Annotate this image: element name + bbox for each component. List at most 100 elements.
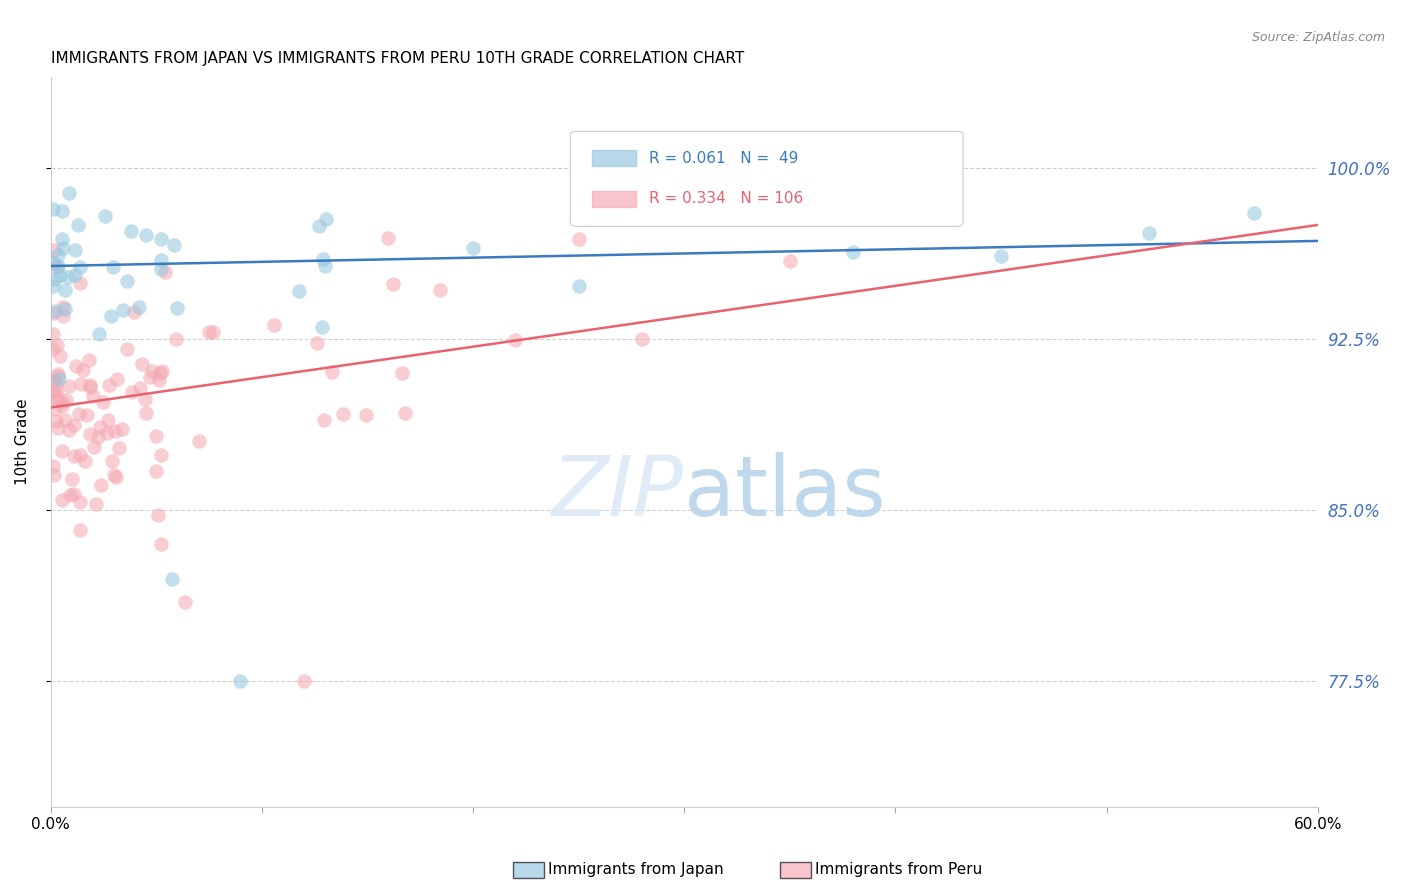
Point <box>311 319 333 334</box>
Point <box>42 375 65 389</box>
Point <box>42 255 65 269</box>
Point <box>83 440 105 454</box>
Point <box>58 186 80 200</box>
Point <box>105 469 128 483</box>
Point <box>52 300 75 314</box>
Point <box>69 524 91 538</box>
Text: R = 0.334   N = 106: R = 0.334 N = 106 <box>650 191 803 206</box>
Point <box>382 277 405 292</box>
Text: Immigrants from Peru: Immigrants from Peru <box>815 863 983 877</box>
Point <box>138 370 160 384</box>
Point <box>160 572 183 586</box>
Point <box>150 537 173 551</box>
Point <box>990 249 1012 263</box>
Point <box>66 218 89 232</box>
Point <box>94 210 117 224</box>
Point <box>52 309 75 323</box>
Point <box>62 472 84 486</box>
Point <box>98 377 121 392</box>
Point <box>141 364 163 378</box>
Point <box>134 392 156 406</box>
Text: ZIP: ZIP <box>553 452 685 533</box>
Point <box>48 367 70 381</box>
Point <box>307 335 329 350</box>
Point <box>312 252 335 267</box>
Point <box>314 259 336 273</box>
Point <box>46 247 69 261</box>
FancyBboxPatch shape <box>571 131 963 227</box>
Point <box>69 276 91 290</box>
Point <box>166 301 188 315</box>
Point <box>115 274 138 288</box>
Point <box>1137 226 1160 240</box>
Point <box>55 392 77 407</box>
Point <box>51 232 73 246</box>
Point <box>53 413 76 427</box>
Point <box>111 422 134 436</box>
Point <box>103 260 125 275</box>
Point <box>65 359 87 374</box>
Point <box>103 467 125 482</box>
Point <box>79 380 101 394</box>
Point <box>673 138 696 153</box>
Point <box>312 413 335 427</box>
Point <box>201 325 224 339</box>
Point <box>96 426 118 441</box>
Point <box>111 303 134 318</box>
Point <box>51 399 73 413</box>
Point <box>108 441 131 455</box>
Point <box>101 454 124 468</box>
Point <box>45 376 67 391</box>
Point <box>44 271 66 285</box>
Point <box>84 497 107 511</box>
Point <box>145 465 167 479</box>
Point <box>135 228 157 243</box>
Point <box>842 244 865 259</box>
Point <box>42 202 65 216</box>
Point <box>63 418 86 433</box>
Text: IMMIGRANTS FROM JAPAN VS IMMIGRANTS FROM PERU 10TH GRADE CORRELATION CHART: IMMIGRANTS FROM JAPAN VS IMMIGRANTS FROM… <box>51 51 744 66</box>
Point <box>42 327 65 342</box>
Point <box>82 389 104 403</box>
Point <box>52 241 75 255</box>
Point <box>150 261 173 276</box>
Point <box>122 305 145 319</box>
Point <box>174 594 197 608</box>
Point <box>51 395 73 409</box>
Point <box>42 342 65 356</box>
Point <box>46 337 69 351</box>
Point <box>56 270 79 285</box>
Point <box>163 238 186 252</box>
Y-axis label: 10th Grade: 10th Grade <box>15 399 30 485</box>
Point <box>128 300 150 314</box>
Point <box>51 203 73 218</box>
Point <box>77 353 100 368</box>
Point <box>48 372 70 386</box>
Point <box>288 284 311 298</box>
Point <box>120 224 142 238</box>
Point <box>42 458 65 473</box>
Point <box>394 406 416 420</box>
Point <box>332 407 354 421</box>
Point <box>46 369 69 384</box>
Point <box>187 434 209 448</box>
Point <box>46 260 69 274</box>
Point <box>165 333 187 347</box>
Point <box>150 448 173 462</box>
Point <box>315 211 337 226</box>
Point <box>53 301 76 316</box>
Point <box>87 430 110 444</box>
Point <box>69 260 91 275</box>
Point <box>58 423 80 437</box>
Point <box>229 674 252 689</box>
Point <box>568 231 591 245</box>
Point <box>42 243 65 257</box>
Text: Source: ZipAtlas.com: Source: ZipAtlas.com <box>1251 31 1385 45</box>
Point <box>44 303 66 318</box>
Point <box>45 388 67 402</box>
Point <box>779 254 801 268</box>
Point <box>53 283 76 297</box>
Point <box>153 265 176 279</box>
Point <box>69 448 91 462</box>
Point <box>69 495 91 509</box>
